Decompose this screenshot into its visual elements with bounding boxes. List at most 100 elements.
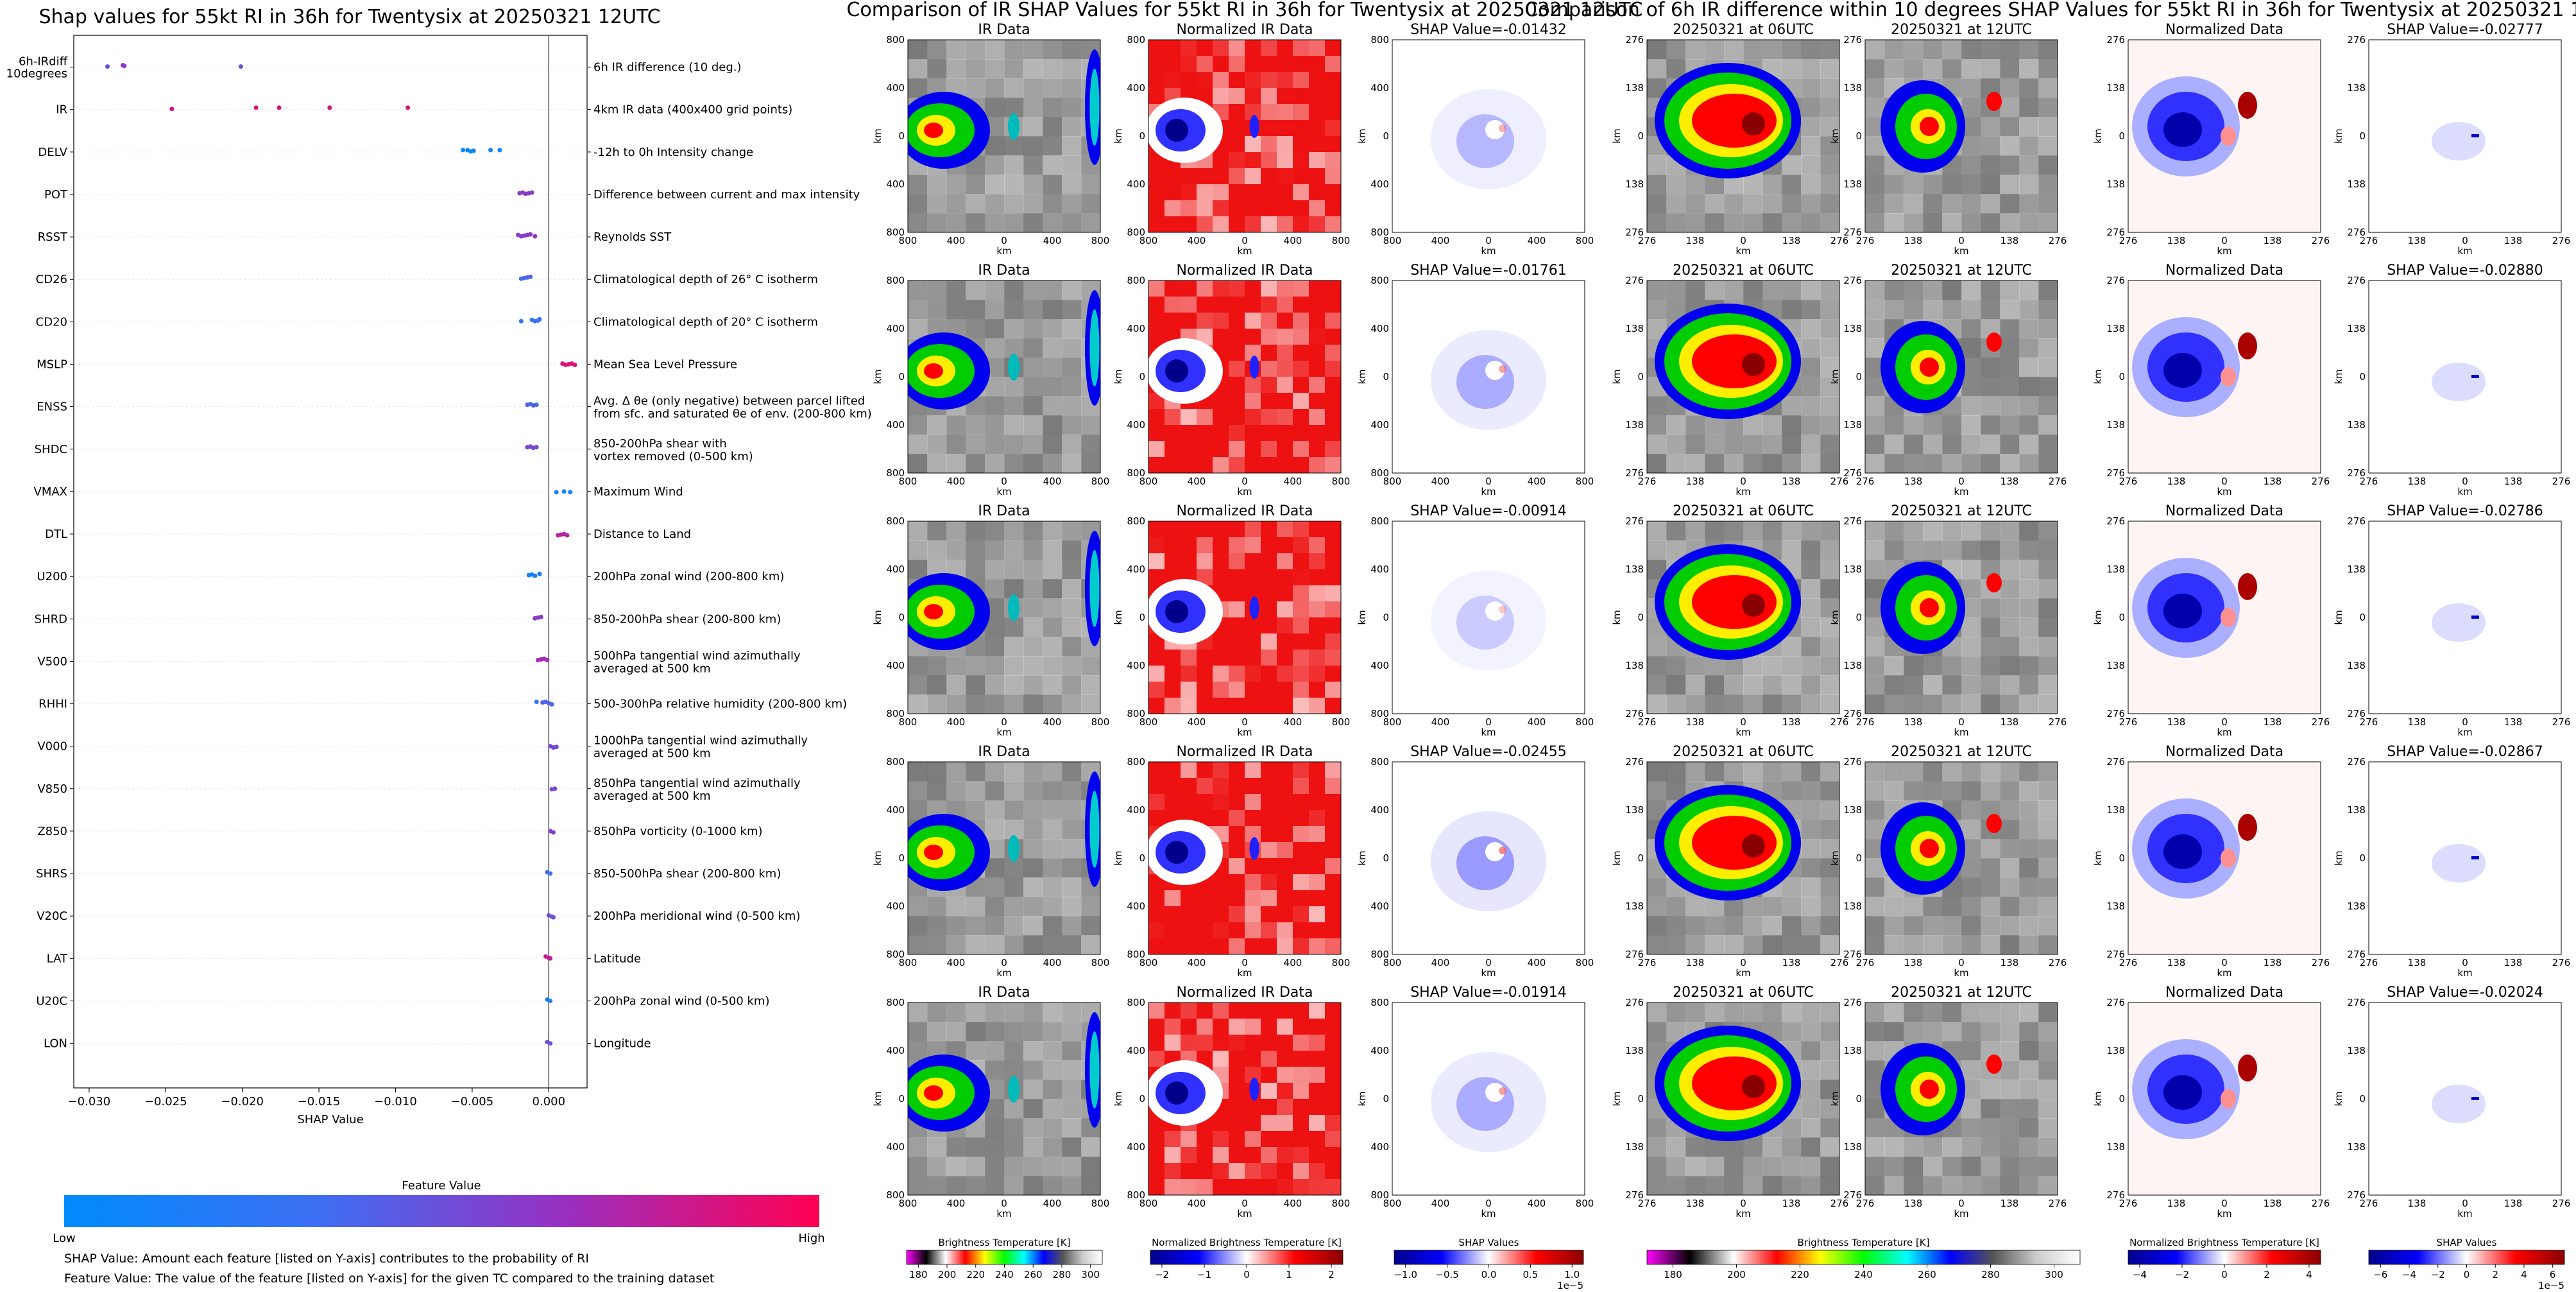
y-axis-label: km — [1829, 610, 1841, 624]
shapd-image — [2369, 762, 2561, 954]
y-tick-label: 400 — [1127, 178, 1145, 190]
ir-image — [908, 40, 1100, 232]
x-tick-label: 276 — [1830, 716, 1849, 728]
feature-description-label: 850-200hPa shear with vortex removed (0-5… — [593, 437, 753, 463]
x-tick-label: 0 — [1241, 1198, 1248, 1209]
colorbar-tick-label: 180 — [1664, 1269, 1682, 1280]
x-tick-label: 0 — [1001, 1198, 1007, 1209]
panel-frame — [907, 761, 1101, 955]
colorbar: SHAP Values −1.0 −0.5 0.0 0.5 1.01e−5 — [1394, 1237, 1584, 1291]
y-tick-label: 138 — [2106, 660, 2125, 671]
y-tick-label: 0 — [1139, 852, 1145, 864]
y-tick-label: 800 — [886, 1189, 905, 1201]
y-tick-label: 0 — [1855, 1093, 1862, 1105]
y-tick-label: 276 — [1625, 467, 1644, 479]
x-tick-label: 0 — [1485, 957, 1492, 969]
feature-row: U20C 200hPa zonal wind (0-500 km) — [36, 994, 769, 1008]
panel-frame — [1392, 39, 1585, 233]
x-tick-label: 138 — [1686, 1198, 1705, 1209]
feature-name-label: V500 — [37, 655, 67, 668]
x-tick-label: 0 — [2462, 957, 2468, 969]
x-tick-label: 138 — [1782, 235, 1801, 246]
y-tick-label: 138 — [2106, 1045, 2125, 1056]
y-tick-label: 800 — [1127, 949, 1145, 960]
y-tick-label: 800 — [1370, 467, 1389, 479]
x-tick-label: 0 — [1958, 476, 1965, 487]
feature-name-label: VMAX — [34, 485, 68, 499]
colorbar-tick-label: 200 — [938, 1269, 957, 1280]
y-tick-label: 800 — [886, 949, 905, 960]
x-tick-label: 800 — [1091, 1198, 1110, 1209]
y-tick-label: 400 — [1370, 564, 1389, 575]
panel-title: SHAP Value=-0.01432 — [1410, 22, 1567, 38]
y-tick-label: 276 — [2106, 275, 2125, 286]
x-tick-label: 138 — [2000, 476, 2019, 487]
x-tick-label: 0 — [2462, 1198, 2468, 1209]
x-tick-label: 276 — [1638, 1198, 1657, 1209]
x-tick-label: 0 — [1958, 716, 1965, 728]
diff12-panel: 20250321 at 12UTC27627613813800138138276… — [1829, 263, 2067, 497]
x-axis-label: km — [996, 245, 1011, 257]
feature-description-label: 850-200hPa shear (200-800 km) — [593, 612, 781, 626]
normd-panel: Normalized Data2762761381380013813827627… — [2092, 985, 2330, 1219]
feature-row: DELV -12h to 0h Intensity change — [38, 146, 753, 159]
y-tick-label: 276 — [2347, 275, 2366, 286]
shap-point — [552, 786, 558, 791]
x-axis-label: km — [2217, 967, 2231, 979]
ir-group-title: Comparison of IR SHAP Values for 55kt RI… — [846, 0, 1642, 21]
shap-point — [534, 445, 539, 450]
x-tick-label: 276 — [2312, 235, 2330, 246]
x-tick-label: 800 — [1139, 957, 1158, 969]
panel-title: Normalized IR Data — [1176, 744, 1313, 760]
y-tick-label: 276 — [2347, 467, 2366, 479]
x-axis-label: km — [1954, 1208, 1968, 1219]
x-tick-label: 138 — [2264, 476, 2282, 487]
panel-frame — [1148, 1002, 1342, 1196]
y-tick-label: 0 — [898, 371, 905, 383]
x-tick-label: 800 — [1139, 716, 1158, 728]
y-tick-label: 800 — [886, 275, 905, 286]
y-tick-label: 800 — [886, 708, 905, 719]
note-shap-value: SHAP Value: Amount each feature [listed … — [64, 1252, 589, 1266]
feature-row: LON Longitude — [44, 1037, 651, 1051]
panel-title: SHAP Value=-0.01761 — [1410, 263, 1567, 279]
panel-frame — [2368, 761, 2562, 955]
x-tick-label: 276 — [2049, 1198, 2067, 1209]
x-tick-label: 800 — [1383, 476, 1402, 487]
feature-description-label: 200hPa zonal wind (200-800 km) — [593, 570, 784, 583]
colorbar-tick-label: 1.0 — [1564, 1269, 1580, 1280]
panel-title: SHAP Value=-0.02024 — [2387, 985, 2543, 1001]
x-tick-label: 0 — [2221, 235, 2228, 246]
x-tick-label: 0 — [1958, 957, 1965, 969]
shap-point — [548, 1041, 553, 1046]
y-tick-label: 0 — [2359, 852, 2366, 864]
panel-frame — [1646, 280, 1840, 474]
normd-image — [2128, 1003, 2321, 1195]
x-tick-label: 276 — [2360, 1198, 2378, 1209]
y-tick-label: 400 — [1370, 900, 1389, 912]
y-tick-label: 0 — [1383, 852, 1389, 864]
x-tick-label: 400 — [947, 716, 966, 728]
x-tick-label: 138 — [2408, 476, 2427, 487]
y-tick-label: 0 — [1855, 130, 1862, 142]
feature-row: CD20 Climatological depth of 20° C isothe… — [36, 315, 818, 329]
colorbar-tick-label: 280 — [1053, 1269, 1071, 1280]
shap-image — [1392, 280, 1585, 473]
y-tick-label: 138 — [2106, 82, 2125, 94]
colorbar: Normalized Brightness Temperature [K] −2 −… — [1150, 1237, 1343, 1280]
x-tick-label: 276 — [2552, 235, 2571, 246]
x-tick-label: 800 — [1383, 957, 1402, 969]
colorbar-tick-label: 220 — [966, 1269, 985, 1280]
x-tick-label: 138 — [2408, 235, 2427, 246]
y-axis-label: km — [1829, 369, 1841, 384]
x-tick-label: 0 — [1485, 1198, 1492, 1209]
panel-title: IR Data — [978, 744, 1030, 760]
shap-point — [528, 274, 533, 279]
y-tick-label: 400 — [1370, 178, 1389, 190]
y-tick-label: 138 — [1843, 82, 1862, 94]
y-tick-label: 0 — [1637, 371, 1644, 383]
x-tick-label: 276 — [1856, 957, 1875, 969]
y-tick-label: 138 — [1843, 660, 1862, 671]
y-tick-label: 400 — [886, 1045, 905, 1056]
feature-row: ENSS Avg. Δ θe (only negative) between pa… — [37, 395, 872, 421]
